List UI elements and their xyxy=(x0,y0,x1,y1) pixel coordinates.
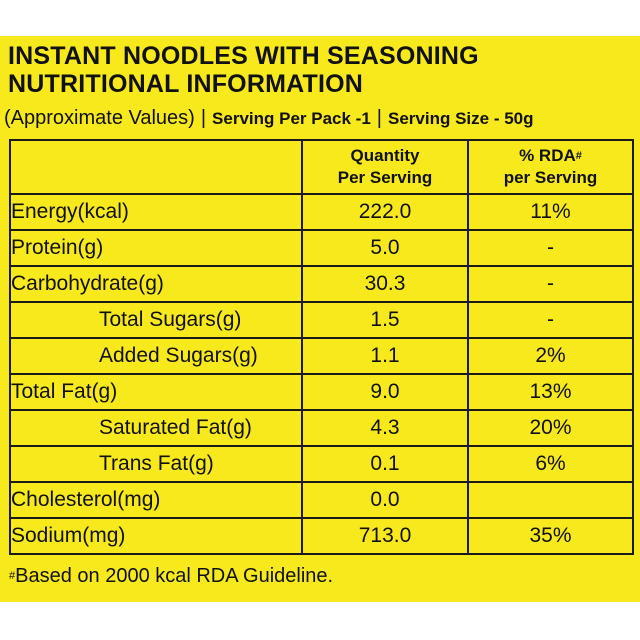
table-row: Trans Fat(g) 0.1 6% xyxy=(9,445,634,483)
serving-size: Serving Size - 50g xyxy=(388,109,534,128)
nutrition-table: Quantity Per Serving % RDA# per Serving … xyxy=(9,139,634,555)
header-nutrient-blank xyxy=(9,139,303,195)
nutrition-label-panel: INSTANT NOODLES WITH SEASONING NUTRITION… xyxy=(0,36,640,602)
separator: | xyxy=(200,107,207,129)
nutrient-quantity: 1.1 xyxy=(301,337,469,375)
nutrient-quantity: 0.0 xyxy=(301,481,469,519)
nutrient-rda: 2% xyxy=(467,337,634,375)
nutrient-name: Cholesterol(mg) xyxy=(9,481,303,519)
serving-per-pack: Serving Per Pack -1 xyxy=(212,109,371,128)
title-line-1: INSTANT NOODLES WITH SEASONING xyxy=(8,42,479,70)
table-row: Total Sugars(g) 1.5 - xyxy=(9,301,634,339)
nutrient-rda: 20% xyxy=(467,409,634,447)
header-quantity-line-2: Per Serving xyxy=(337,168,433,187)
nutrient-name: Trans Fat(g) xyxy=(9,445,303,483)
nutrient-rda: 6% xyxy=(467,445,634,483)
header-rda-line-2: per Serving xyxy=(503,168,598,187)
approximate-values-note: (Approximate Values) xyxy=(4,107,195,129)
table-row: Energy(kcal) 222.0 11% xyxy=(9,193,634,231)
header-rda: % RDA# per Serving xyxy=(467,139,634,195)
nutrient-quantity: 0.1 xyxy=(301,445,469,483)
nutrient-name: Carbohydrate(g) xyxy=(9,265,303,303)
table-row: Cholesterol(mg) 0.0 xyxy=(9,481,634,519)
nutrient-name: Added Sugars(g) xyxy=(9,337,303,375)
header-rda-sup: # xyxy=(575,150,582,162)
nutrient-quantity: 222.0 xyxy=(301,193,469,231)
nutrient-quantity: 5.0 xyxy=(301,229,469,267)
serving-info: (Approximate Values) | Serving Per Pack -1… xyxy=(4,106,534,131)
nutrient-name: Saturated Fat(g) xyxy=(9,409,303,447)
table-header-row: Quantity Per Serving % RDA# per Serving xyxy=(9,139,634,195)
nutrient-quantity: 30.3 xyxy=(301,265,469,303)
nutrient-rda: - xyxy=(467,265,634,303)
nutrient-rda: 35% xyxy=(467,517,634,555)
header-rda-line-1: % RDA xyxy=(519,146,576,165)
nutrient-rda: - xyxy=(467,301,634,339)
footnote-marker: # xyxy=(9,570,16,582)
nutrient-quantity: 9.0 xyxy=(301,373,469,411)
table-row: Total Fat(g) 9.0 13% xyxy=(9,373,634,411)
nutrient-name: Energy(kcal) xyxy=(9,193,303,231)
nutrient-quantity: 4.3 xyxy=(301,409,469,447)
table-row: Protein(g) 5.0 - xyxy=(9,229,634,267)
rda-footnote: #Based on 2000 kcal RDA Guideline. xyxy=(9,564,333,588)
table-row: Saturated Fat(g) 4.3 20% xyxy=(9,409,634,447)
nutrient-quantity: 713.0 xyxy=(301,517,469,555)
title-line-2: NUTRITIONAL INFORMATION xyxy=(8,70,364,98)
nutrient-quantity: 1.5 xyxy=(301,301,469,339)
table-row: Added Sugars(g) 1.1 2% xyxy=(9,337,634,375)
label-title: INSTANT NOODLES WITH SEASONING NUTRITION… xyxy=(8,42,479,98)
nutrient-name: Total Fat(g) xyxy=(9,373,303,411)
nutrient-name: Sodium(mg) xyxy=(9,517,303,555)
header-quantity: Quantity Per Serving xyxy=(301,139,469,195)
separator: | xyxy=(376,107,382,129)
table-row: Carbohydrate(g) 30.3 - xyxy=(9,265,634,303)
nutrient-rda: 13% xyxy=(467,373,634,411)
header-quantity-line-1: Quantity xyxy=(350,146,420,165)
nutrient-name: Total Sugars(g) xyxy=(9,301,303,339)
nutrient-rda xyxy=(467,481,634,519)
nutrient-rda: 11% xyxy=(467,193,634,231)
table-row: Sodium(mg) 713.0 35% xyxy=(9,517,634,555)
nutrient-name: Protein(g) xyxy=(9,229,303,267)
footnote-text: Based on 2000 kcal RDA Guideline. xyxy=(15,565,334,587)
nutrient-rda: - xyxy=(467,229,634,267)
